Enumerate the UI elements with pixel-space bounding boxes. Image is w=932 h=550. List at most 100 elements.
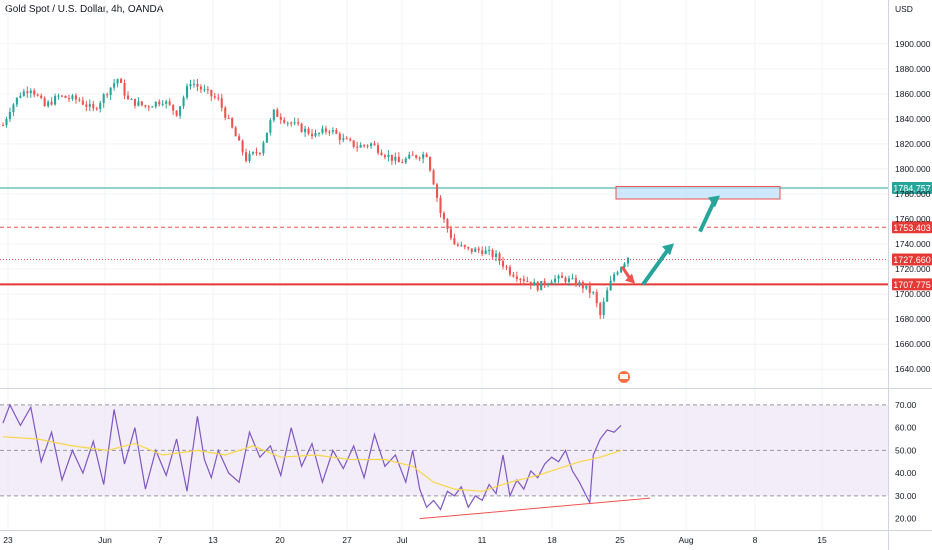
candle-body xyxy=(36,94,39,96)
candle-body xyxy=(123,82,126,96)
time-tick-label: 11 xyxy=(478,535,487,545)
time-tick-label: 25 xyxy=(615,535,625,545)
candle-body xyxy=(446,219,449,229)
time-tick-label: 18 xyxy=(547,535,557,545)
price-unit-label: USD xyxy=(895,4,913,14)
candle-body xyxy=(588,285,591,294)
candle-body xyxy=(609,280,612,291)
candle-body xyxy=(293,122,296,124)
price-level-tag xyxy=(892,253,932,266)
candle-body xyxy=(199,86,202,90)
candle-body xyxy=(147,106,150,108)
price-level-tag xyxy=(892,278,932,291)
candle-body xyxy=(88,104,91,107)
candle-body xyxy=(126,95,130,99)
rsi-tick-label: 70.00 xyxy=(895,400,917,410)
candle-body xyxy=(352,140,355,147)
candle-body xyxy=(8,112,11,119)
candle-body xyxy=(613,274,616,281)
candle-body xyxy=(408,154,411,159)
rsi-tick-label: 30.00 xyxy=(895,491,917,501)
candle-body xyxy=(300,123,303,133)
candle-body xyxy=(67,97,71,99)
time-tick-label: 23 xyxy=(3,535,13,545)
candle-body xyxy=(456,244,459,246)
candle-body xyxy=(92,104,95,109)
price-tick-label: 1800.000 xyxy=(895,164,931,174)
candle-body xyxy=(578,281,581,286)
price-tick-label: 1660.000 xyxy=(895,339,931,349)
candle-body xyxy=(33,90,36,95)
candle-body xyxy=(623,263,626,268)
candle-body xyxy=(574,278,577,286)
candle-body xyxy=(43,98,46,107)
candle-body xyxy=(554,278,557,283)
candle-body xyxy=(258,153,261,155)
candle-body xyxy=(15,97,18,105)
candle-body xyxy=(120,79,123,83)
candle-body xyxy=(442,213,446,220)
candle-body xyxy=(519,279,522,281)
candle-body xyxy=(477,248,480,251)
candle-body xyxy=(85,104,88,107)
candle-body xyxy=(488,249,491,251)
candle-body xyxy=(251,152,255,154)
candle-body xyxy=(321,128,324,133)
candle-body xyxy=(387,154,390,158)
up-arrow-head-1 xyxy=(662,243,674,256)
candle-body xyxy=(463,245,466,248)
candle-body xyxy=(536,281,539,291)
candle-body xyxy=(241,140,244,153)
candle-body xyxy=(231,118,234,128)
candle-body xyxy=(376,145,380,153)
time-tick-label: Jul xyxy=(397,535,408,545)
candle-body xyxy=(470,248,473,252)
candle-body xyxy=(522,279,525,282)
candle-body xyxy=(151,106,154,108)
price-tick-label: 1680.000 xyxy=(895,314,931,324)
candle-body xyxy=(626,257,630,264)
candle-body xyxy=(356,146,359,148)
candle-body xyxy=(620,267,623,273)
candle-body xyxy=(192,83,196,85)
candle-body xyxy=(81,100,84,105)
candle-body xyxy=(47,101,50,107)
candle-body xyxy=(453,238,456,245)
candle-body xyxy=(189,84,192,87)
rsi-line xyxy=(2,403,622,511)
candle-body xyxy=(366,145,369,147)
candle-body xyxy=(217,97,220,99)
candle-body xyxy=(71,95,74,99)
candle-body xyxy=(394,156,397,161)
news-flag-icon xyxy=(618,371,630,383)
up-arrow-leg-2 xyxy=(698,200,716,233)
candle-body xyxy=(210,89,213,97)
price-level-tag-label: 1753.403 xyxy=(893,223,931,233)
price-tick-label: 1740.000 xyxy=(895,239,931,249)
candle-body xyxy=(581,281,584,289)
candle-body xyxy=(175,110,178,116)
candle-body xyxy=(276,109,279,117)
candle-body xyxy=(411,154,414,156)
time-tick-label: Jun xyxy=(98,535,112,545)
candle-body xyxy=(560,275,564,278)
candle-body xyxy=(130,98,133,100)
candle-body xyxy=(390,154,393,161)
candles-layer xyxy=(1,77,630,320)
price-level-tag-label: 1707.775 xyxy=(893,280,931,290)
candle-body xyxy=(234,127,237,137)
candle-body xyxy=(307,128,310,134)
candle-body xyxy=(40,95,43,99)
candle-body xyxy=(505,266,508,268)
candle-body xyxy=(179,106,182,116)
price-tick-label: 1720.000 xyxy=(895,264,931,274)
candle-body xyxy=(491,249,494,258)
candle-body xyxy=(495,253,498,258)
candle-body xyxy=(508,267,511,275)
candle-body xyxy=(501,260,505,267)
price-tick-label: 1640.000 xyxy=(895,364,931,374)
candle-body xyxy=(328,131,331,133)
up-arrow-leg-1 xyxy=(641,247,671,286)
candle-body xyxy=(380,152,383,156)
